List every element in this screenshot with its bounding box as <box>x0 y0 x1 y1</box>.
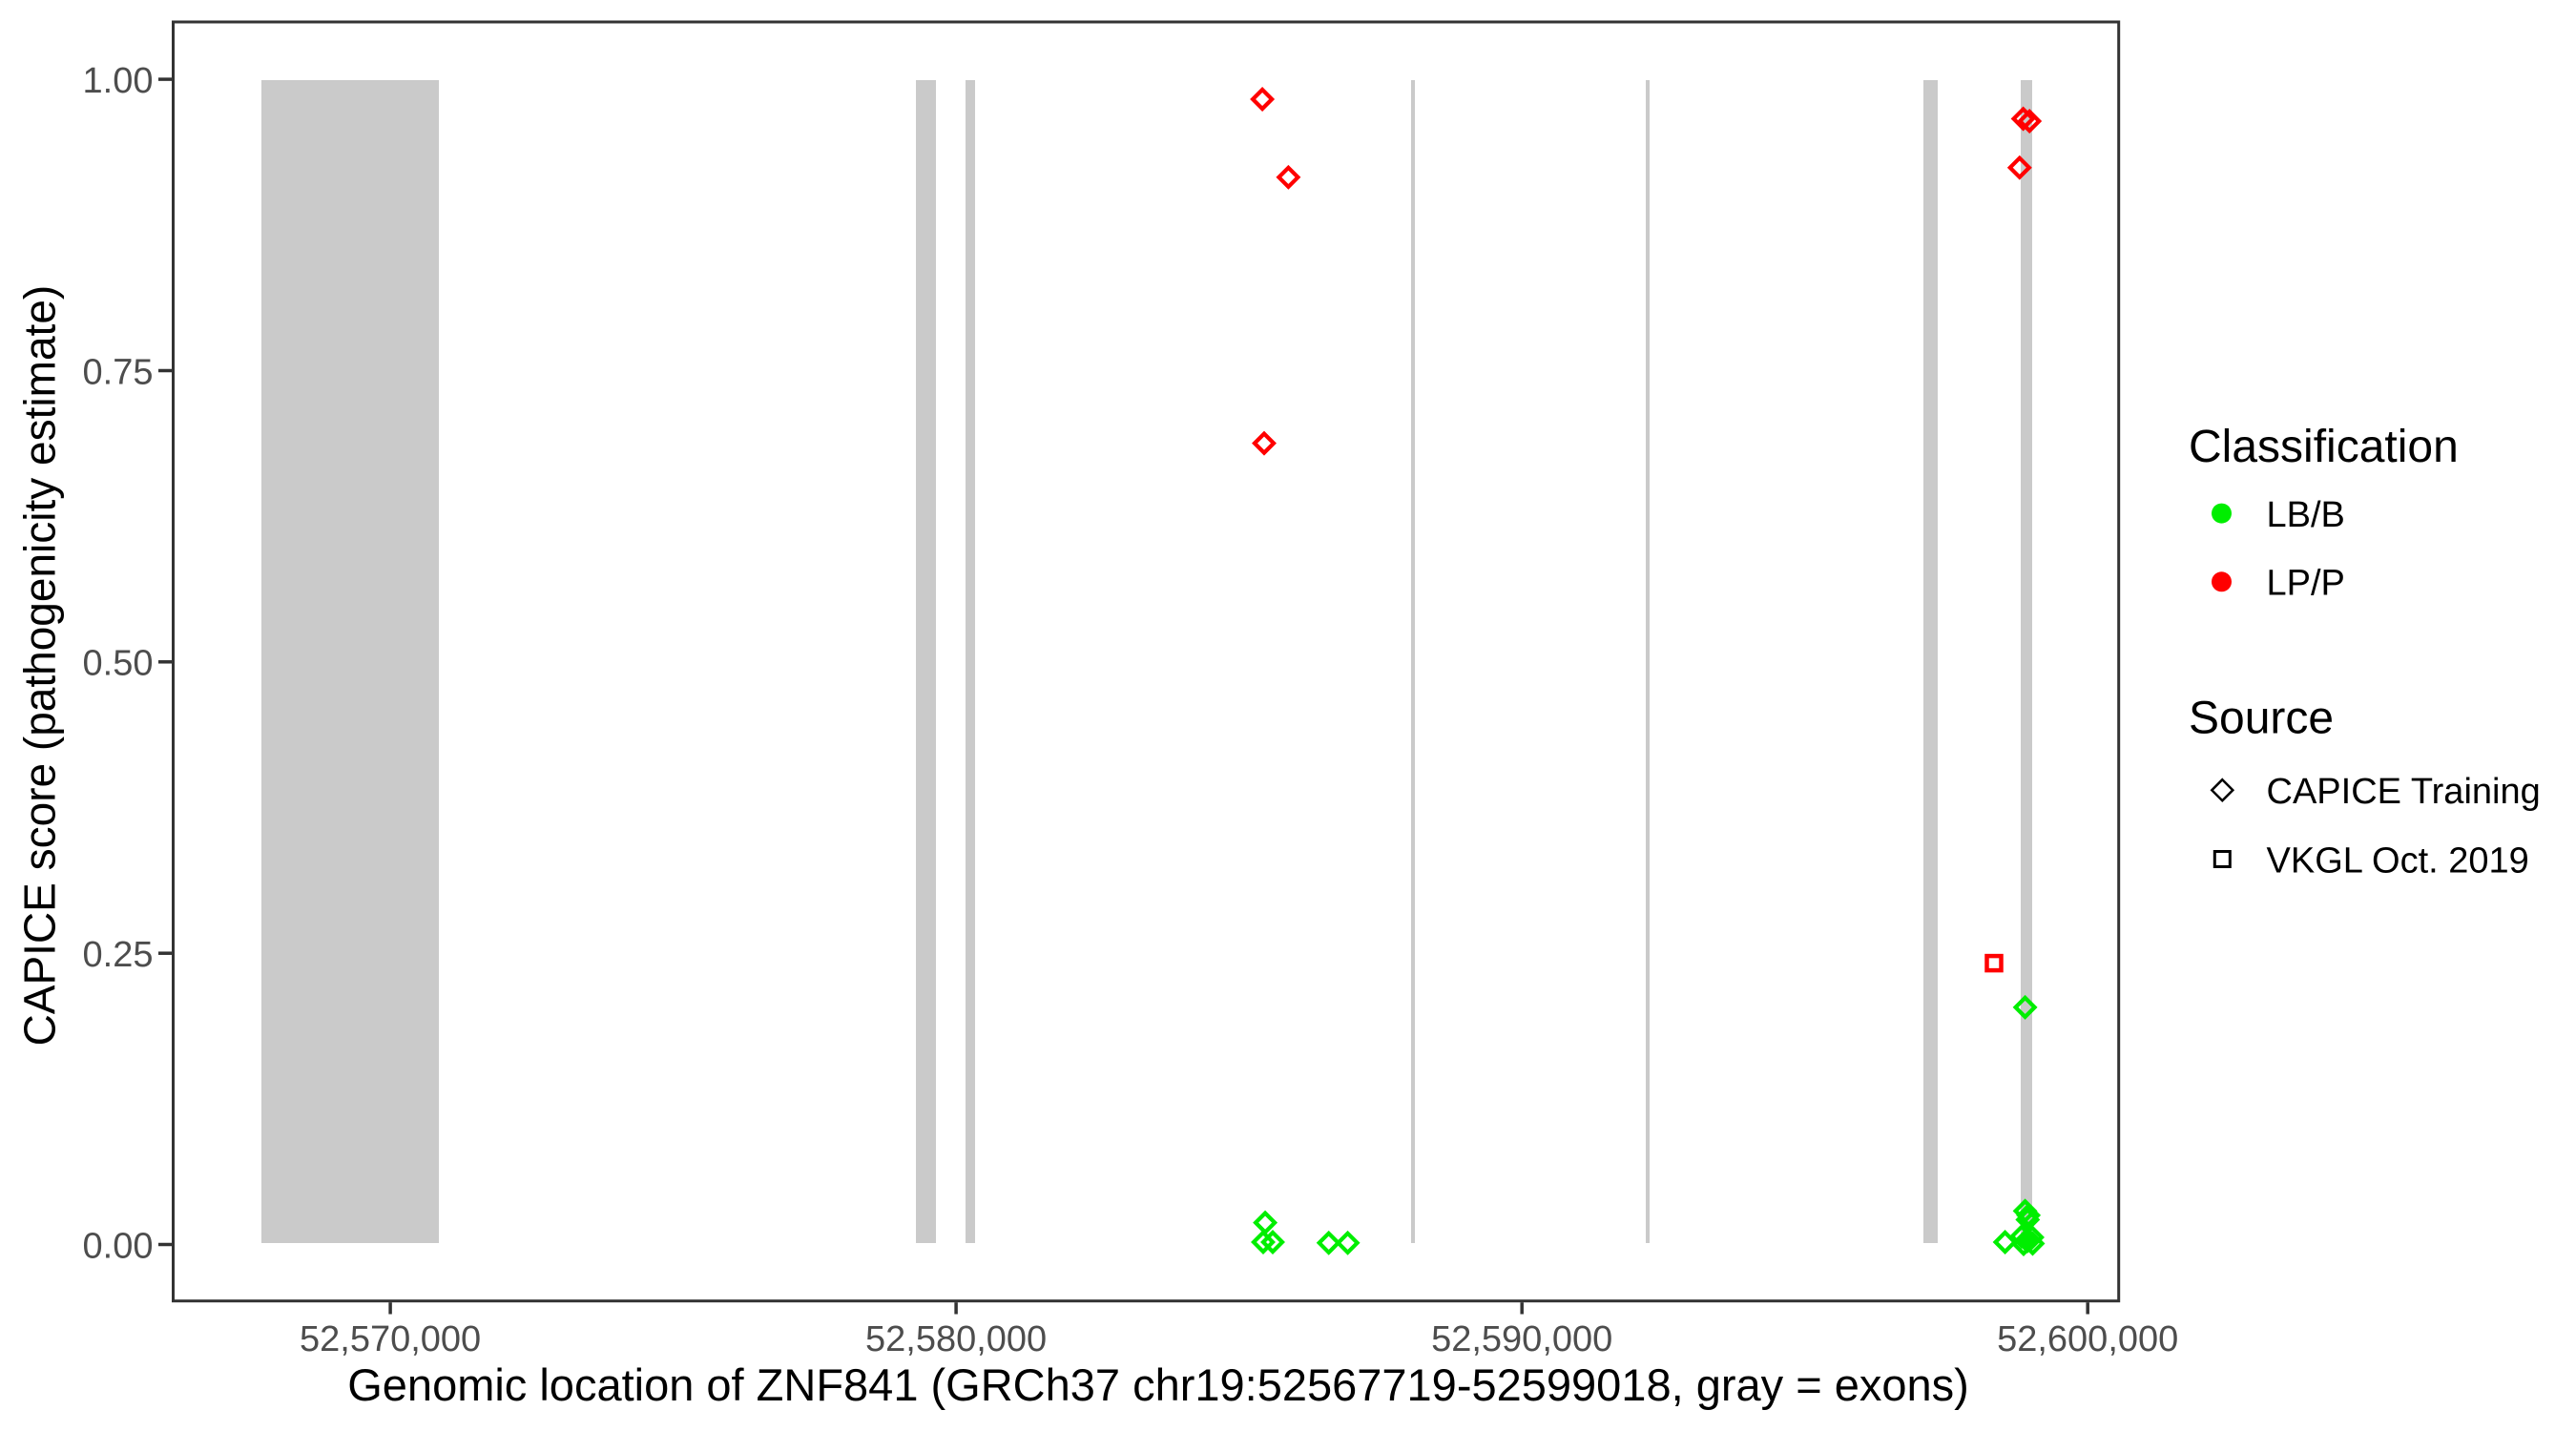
svg-text:0.50: 0.50 <box>83 644 154 684</box>
svg-text:Genomic location of ZNF841 (GR: Genomic location of ZNF841 (GRCh37 chr19… <box>347 1359 1969 1410</box>
svg-text:Source: Source <box>2189 693 2334 743</box>
svg-text:52,600,000: 52,600,000 <box>1997 1319 2178 1359</box>
svg-text:52,570,000: 52,570,000 <box>300 1319 481 1359</box>
svg-text:LP/P: LP/P <box>2267 564 2345 604</box>
svg-text:1.00: 1.00 <box>83 61 154 101</box>
svg-text:CAPICE score (pathogenicity es: CAPICE score (pathogenicity estimate) <box>15 285 65 1047</box>
svg-text:0.00: 0.00 <box>83 1226 154 1266</box>
svg-text:Classification: Classification <box>2189 422 2459 472</box>
svg-text:0.75: 0.75 <box>83 352 154 392</box>
svg-text:VKGL Oct. 2019: VKGL Oct. 2019 <box>2267 840 2529 881</box>
svg-text:0.25: 0.25 <box>83 935 154 975</box>
svg-text:LB/B: LB/B <box>2267 495 2345 535</box>
svg-text:CAPICE Training: CAPICE Training <box>2267 772 2541 812</box>
svg-text:52,580,000: 52,580,000 <box>865 1319 1047 1359</box>
svg-text:52,590,000: 52,590,000 <box>1431 1319 1612 1359</box>
